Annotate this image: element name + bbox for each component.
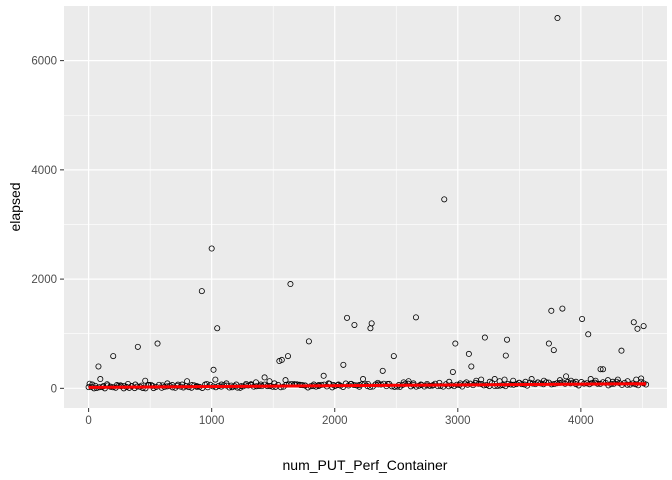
data-point	[208, 245, 215, 252]
data-point	[390, 353, 397, 360]
data-point	[528, 376, 535, 383]
data-point	[640, 323, 647, 330]
data-point	[266, 378, 273, 385]
data-point	[95, 363, 102, 370]
data-point	[452, 340, 459, 347]
data-point	[379, 367, 386, 374]
data-point	[142, 377, 149, 384]
data-point	[556, 377, 563, 384]
data-point	[548, 307, 555, 314]
x-tick-label: 1000	[199, 415, 225, 427]
y-tick-label: 6000	[31, 56, 57, 68]
data-point	[154, 340, 161, 347]
data-point	[478, 376, 485, 383]
data-point	[134, 343, 141, 350]
y-tick-label: 0	[51, 383, 57, 395]
data-point	[630, 319, 637, 326]
data-point	[468, 363, 475, 370]
data-point	[278, 356, 285, 363]
data-point	[504, 336, 511, 343]
data-point	[579, 315, 586, 322]
y-tick-label: 4000	[31, 165, 57, 177]
data-point	[360, 376, 367, 383]
data-point	[563, 373, 570, 380]
x-tick-label: 4000	[568, 415, 594, 427]
minor-gridlines	[64, 6, 667, 408]
data-point	[614, 376, 621, 383]
y-axis-ticks: 0 2000 4000 6000	[31, 56, 64, 395]
x-tick-label: 2000	[322, 415, 348, 427]
data-point	[481, 334, 488, 341]
data-point	[210, 366, 217, 373]
data-point	[465, 350, 472, 357]
data-point	[284, 353, 291, 360]
x-axis-ticks: 0 1000 2000 3000 4000	[85, 408, 594, 427]
data-point	[638, 375, 645, 382]
data-point	[320, 372, 327, 379]
data-point	[214, 325, 221, 332]
x-tick-label: 3000	[445, 415, 471, 427]
x-tick-label: 0	[85, 415, 91, 427]
data-point	[261, 374, 268, 381]
data-points	[86, 15, 650, 390]
data-point	[287, 281, 294, 288]
trend-line	[88, 382, 647, 389]
data-point	[441, 196, 448, 203]
data-point	[351, 321, 358, 328]
data-point	[545, 340, 552, 347]
data-point	[368, 320, 375, 327]
data-point	[600, 366, 607, 373]
data-point	[198, 288, 205, 295]
data-point	[449, 368, 456, 375]
data-point	[634, 325, 641, 332]
y-tick-label: 2000	[31, 274, 57, 286]
data-point	[559, 305, 566, 312]
data-point	[502, 352, 509, 359]
data-point	[110, 353, 117, 360]
data-point	[550, 347, 557, 354]
x-axis-title: num_PUT_Perf_Container	[283, 457, 448, 473]
data-point	[340, 361, 347, 368]
data-point	[554, 15, 561, 22]
trend-line-segment	[88, 382, 647, 389]
data-point	[305, 338, 312, 345]
data-point	[282, 377, 289, 384]
plot-panel	[64, 6, 667, 408]
data-point	[585, 331, 592, 338]
data-point	[344, 314, 351, 321]
data-point	[412, 314, 419, 321]
data-point	[212, 376, 219, 383]
data-point	[501, 376, 508, 383]
data-point	[618, 347, 625, 354]
data-point	[597, 366, 604, 373]
data-point	[491, 376, 498, 383]
data-point	[184, 378, 191, 385]
y-axis-title: elapsed	[7, 182, 23, 231]
data-point	[97, 376, 104, 383]
